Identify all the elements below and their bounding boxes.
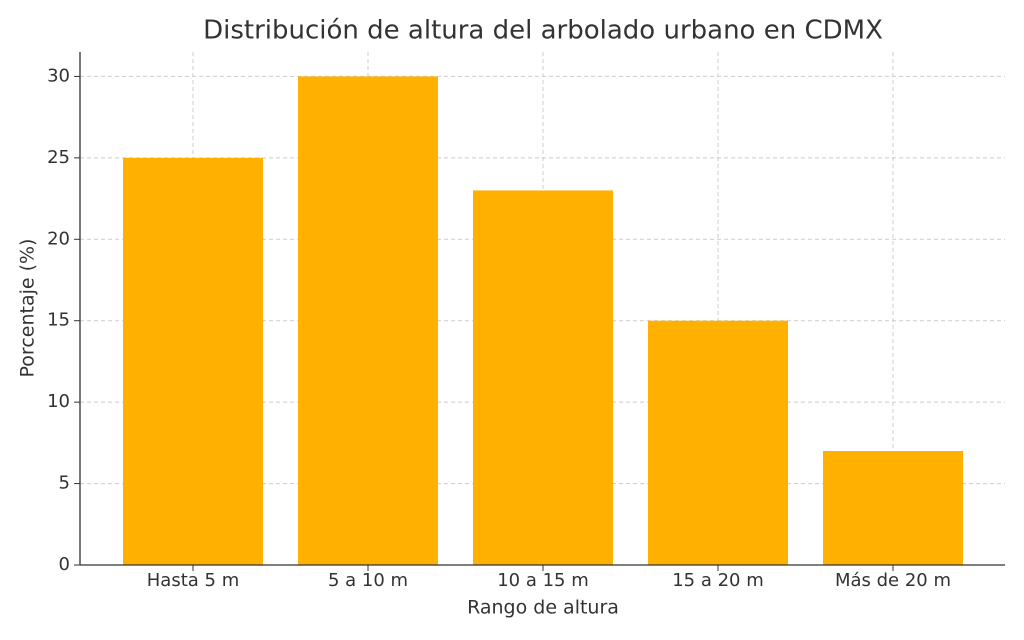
y-axis-label: Porcentaje (%) <box>17 239 39 378</box>
bar <box>648 320 788 565</box>
y-tick-label: 15 <box>47 310 70 331</box>
y-tick-label: 10 <box>47 391 70 412</box>
y-tick-label: 5 <box>59 473 70 494</box>
bar <box>823 451 963 565</box>
x-axis-label: Rango de altura <box>467 597 619 619</box>
bar <box>473 190 613 565</box>
y-tick-label: 0 <box>59 554 70 575</box>
chart-title: Distribución de altura del arbolado urba… <box>203 16 883 46</box>
x-tick-label: 15 a 20 m <box>672 570 764 591</box>
y-tick-label: 20 <box>47 228 70 249</box>
y-tick-label: 30 <box>47 65 70 86</box>
y-tick-label: 25 <box>47 147 70 168</box>
bar <box>123 157 263 565</box>
x-tick-label: 10 a 15 m <box>497 570 589 591</box>
x-tick-label: 5 a 10 m <box>328 570 408 591</box>
bar <box>298 76 438 565</box>
x-tick-label: Hasta 5 m <box>147 570 239 591</box>
x-tick-label: Más de 20 m <box>835 570 951 591</box>
